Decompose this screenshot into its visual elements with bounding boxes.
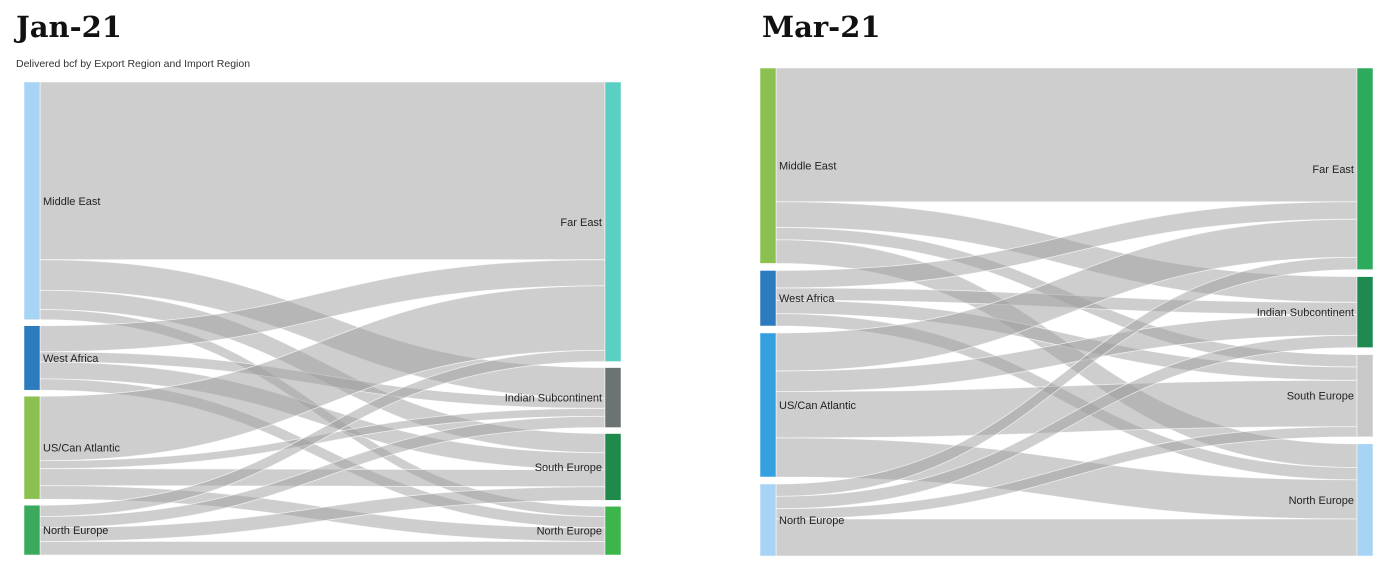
link-north-europe-to-north-europe[interactable]: [775, 518, 1358, 557]
source-node-us-can-atlantic[interactable]: [759, 332, 777, 478]
source-label-us-can-atlantic: US/Can Atlantic: [779, 400, 857, 412]
target-label-south-europe: South Europe: [1287, 391, 1354, 403]
sankey-panel-jan: Jan-21 Delivered bcf by Export Region an…: [16, 10, 622, 556]
chart-title: Jan-21: [16, 10, 122, 44]
target-label-indian-subcontinent: Indian Subcontinent: [1257, 307, 1354, 319]
target-node-far-east[interactable]: [604, 81, 622, 362]
source-label-middle-east: Middle East: [779, 161, 836, 173]
link-middle-east-to-far-east[interactable]: [775, 67, 1358, 203]
source-label-north-europe: North Europe: [779, 515, 844, 527]
target-label-north-europe: North Europe: [1289, 495, 1354, 507]
target-node-indian-subcontinent[interactable]: [604, 367, 622, 428]
target-node-south-europe[interactable]: [604, 433, 622, 501]
chart-title: Mar-21: [762, 10, 881, 44]
target-label-far-east: Far East: [560, 217, 602, 229]
source-node-middle-east[interactable]: [23, 81, 41, 320]
source-node-west-africa[interactable]: [23, 325, 41, 391]
links: [39, 81, 606, 556]
target-node-north-europe[interactable]: [604, 506, 622, 556]
source-node-us-can-atlantic[interactable]: [23, 395, 41, 500]
target-node-north-europe[interactable]: [1356, 443, 1374, 557]
target-label-south-europe: South Europe: [535, 462, 602, 474]
sankey-panel-mar: Mar-21 Middle East West Africa US/Can Atla…: [690, 0, 1380, 564]
source-node-middle-east[interactable]: [759, 67, 777, 264]
source-label-middle-east: Middle East: [43, 196, 100, 208]
source-node-north-europe[interactable]: [23, 504, 41, 556]
source-label-us-can-atlantic: US/Can Atlantic: [43, 443, 121, 455]
chart-subtitle: Delivered bcf by Export Region and Impor…: [16, 58, 251, 70]
sankey-chart-jan: Middle East West Africa US/Can Atlantic Nor…: [23, 81, 622, 556]
source-label-north-europe: North Europe: [43, 525, 108, 537]
target-node-south-europe[interactable]: [1356, 354, 1374, 438]
sankey-chart-mar: Middle East West Africa US/Can Atlantic Nor…: [759, 67, 1374, 557]
link-middle-east-to-far-east[interactable]: [39, 81, 606, 261]
source-node-north-europe[interactable]: [759, 483, 777, 557]
source-label-west-africa: West Africa: [779, 293, 835, 305]
target-label-far-east: Far East: [1312, 164, 1354, 176]
target-node-far-east[interactable]: [1356, 67, 1374, 270]
link-north-europe-to-north-europe[interactable]: [39, 541, 606, 556]
target-label-north-europe: North Europe: [537, 526, 602, 538]
source-label-west-africa: West Africa: [43, 353, 99, 365]
links: [775, 67, 1358, 557]
target-label-indian-subcontinent: Indian Subcontinent: [505, 393, 602, 405]
source-node-west-africa[interactable]: [759, 270, 777, 327]
target-node-indian-subcontinent[interactable]: [1356, 276, 1374, 348]
